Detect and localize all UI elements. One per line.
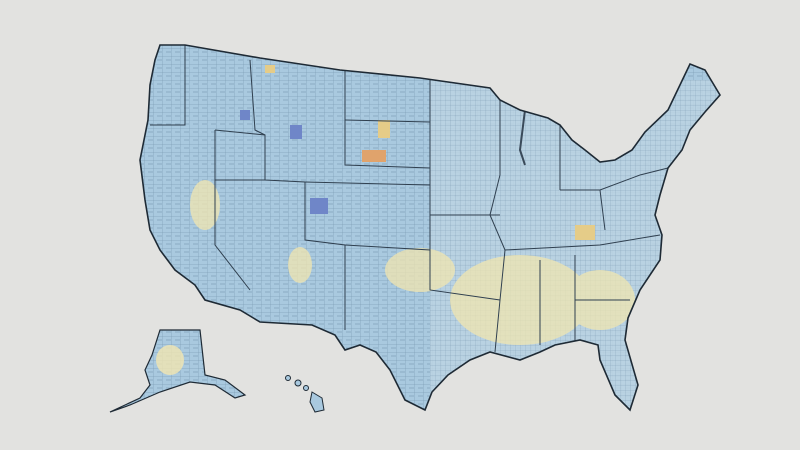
orange-spot (362, 150, 386, 162)
hawaii (285, 375, 325, 413)
alaska (109, 329, 247, 413)
dark-spots (240, 110, 328, 214)
state-borders (150, 45, 669, 353)
contiguous-us (140, 45, 720, 410)
warm-spots (265, 65, 595, 240)
light-regions (190, 180, 635, 345)
